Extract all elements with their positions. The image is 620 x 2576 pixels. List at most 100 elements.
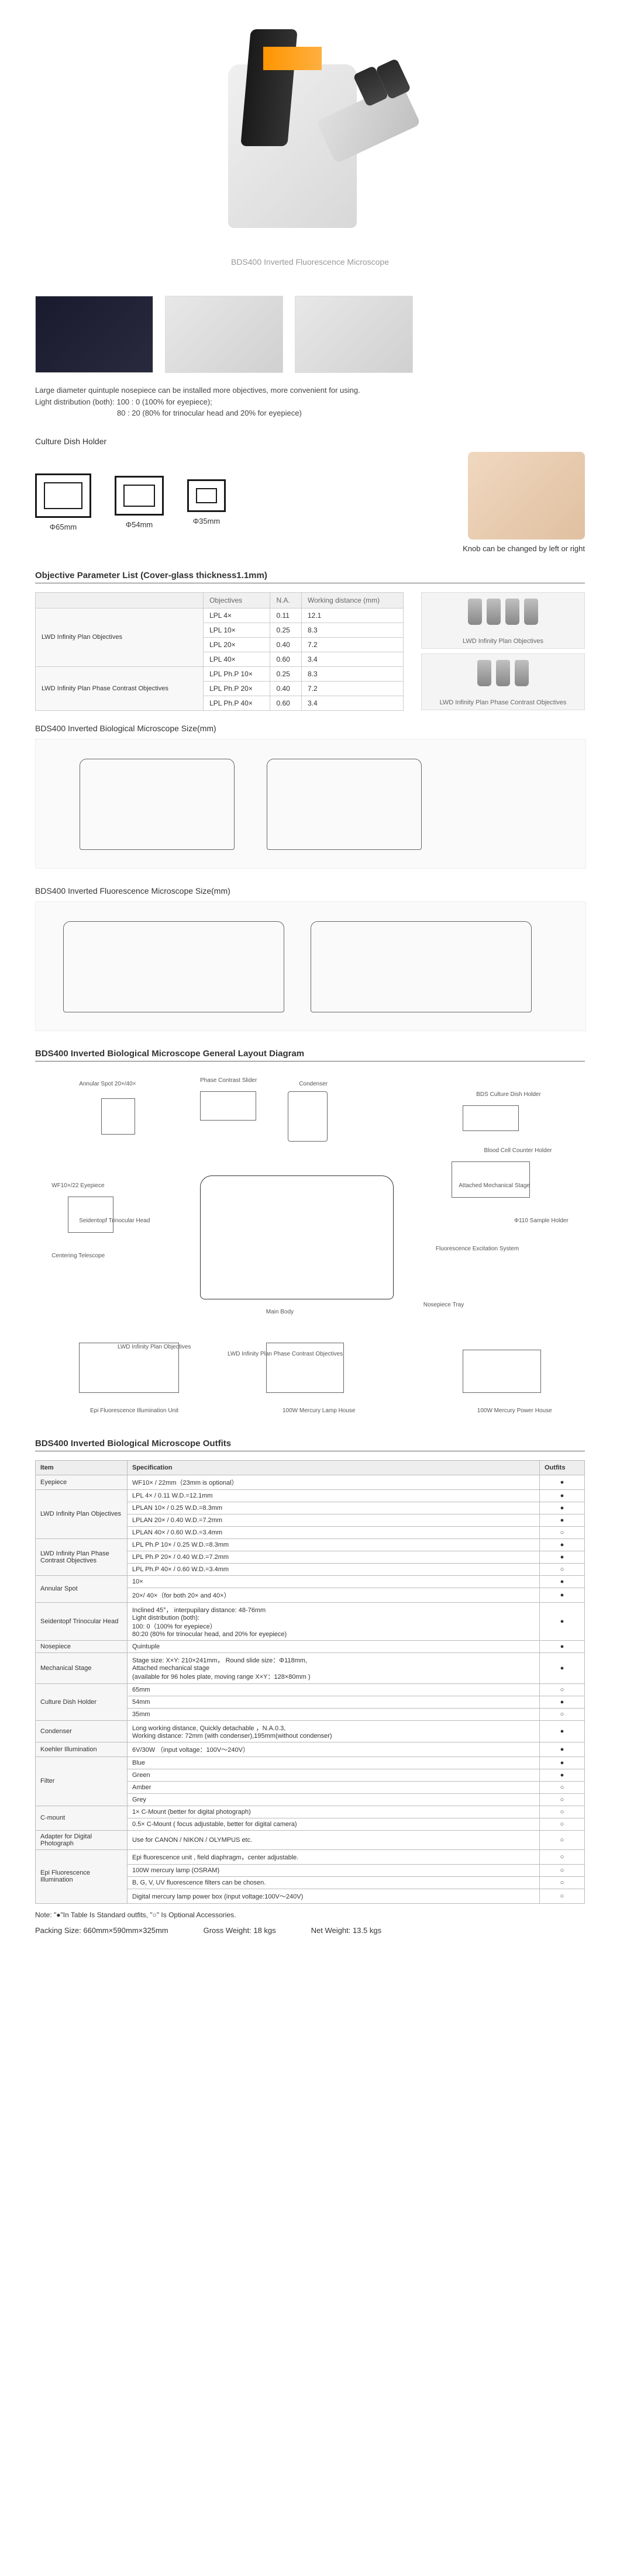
outfits-table: Item Specification Outfits EyepieceWF10×… xyxy=(35,1460,585,1904)
outfit-mark: ○ xyxy=(540,1818,585,1830)
obj-img-phase: LWD Infinity Plan Phase Contrast Objecti… xyxy=(421,653,585,710)
outfit-mark: ○ xyxy=(540,1781,585,1793)
outfit-item: C-mount xyxy=(36,1806,128,1830)
knob-text: Knob can be changed by left or right xyxy=(463,544,585,553)
outfit-spec: LPLAN 40× / 0.60 W.D.=3.4mm xyxy=(128,1526,540,1538)
outfit-spec: Stage size: X×Y: 210×241mm， Round slide … xyxy=(128,1652,540,1683)
outfit-spec: LPLAN 10× / 0.25 W.D.=8.3mm xyxy=(128,1502,540,1514)
outfits-note: Note: "●"In Table Is Standard outfits, "… xyxy=(35,1911,585,1919)
outfits-title: BDS400 Inverted Biological Microscope Ou… xyxy=(35,1439,585,1451)
footer-specs: Packing Size: 660mm×590mm×325mm Gross We… xyxy=(35,1926,585,1935)
outfit-mark: ● xyxy=(540,1720,585,1742)
outfit-spec: Amber xyxy=(128,1781,540,1793)
outfit-mark: ○ xyxy=(540,1708,585,1720)
outfit-mark: ● xyxy=(540,1769,585,1781)
outfit-mark: ○ xyxy=(540,1806,585,1818)
outfit-mark: ● xyxy=(540,1640,585,1652)
outfit-mark: ● xyxy=(540,1602,585,1640)
outfit-item: Annular Spot xyxy=(36,1575,128,1602)
dish-holders: Φ65mm Φ54mm Φ35mm xyxy=(35,473,226,531)
outfit-spec: 1× C-Mount (better for digital photograp… xyxy=(128,1806,540,1818)
outfit-mark: ● xyxy=(540,1756,585,1769)
outfit-spec: Long working distance, Quickly detachabl… xyxy=(128,1720,540,1742)
outfit-spec: Digital mercury lamp power box (input vo… xyxy=(128,1889,540,1903)
outfit-mark: ○ xyxy=(540,1830,585,1849)
outfit-item: Koehler Illumination xyxy=(36,1742,128,1756)
outfit-spec: Epi fluorescence unit , field diaphragm，… xyxy=(128,1849,540,1864)
outfit-mark: ● xyxy=(540,1502,585,1514)
outfit-mark: ● xyxy=(540,1551,585,1563)
outfit-spec: LPL 4× / 0.11 W.D.=12.1mm xyxy=(128,1489,540,1502)
outfit-mark: ● xyxy=(540,1575,585,1588)
outfit-mark: ○ xyxy=(540,1683,585,1696)
outfit-spec: B, G, V, UV fluorescence filters can be … xyxy=(128,1876,540,1889)
outfit-mark: ○ xyxy=(540,1864,585,1876)
outfit-mark: ○ xyxy=(540,1563,585,1575)
outfit-spec: LPLAN 20× / 0.40 W.D.=7.2mm xyxy=(128,1514,540,1526)
outfit-mark: ○ xyxy=(540,1793,585,1806)
outfit-spec: LPL Ph.P 20× / 0.40 W.D.=7.2mm xyxy=(128,1551,540,1563)
outfit-mark: ● xyxy=(540,1475,585,1489)
outfit-spec: LPL Ph.P 40× / 0.60 W.D.=3.4mm xyxy=(128,1563,540,1575)
outfit-spec: 35mm xyxy=(128,1708,540,1720)
holder-35: Φ35mm xyxy=(187,479,226,525)
outfit-spec: Blue xyxy=(128,1756,540,1769)
hero-caption: BDS400 Inverted Fluorescence Microscope xyxy=(35,257,585,267)
outfit-mark: ● xyxy=(540,1696,585,1708)
holder-65: Φ65mm xyxy=(35,473,91,531)
outfit-item: Adapter for Digital Photograph xyxy=(36,1830,128,1849)
outfit-mark: ● xyxy=(540,1538,585,1551)
outfit-item: LWD Infinity Plan Phase Contrast Objecti… xyxy=(36,1538,128,1575)
outfit-spec: 0.5× C-Mount ( focus adjustable, better … xyxy=(128,1818,540,1830)
thumbnail-row xyxy=(35,296,585,373)
main-product-image xyxy=(193,29,427,251)
outfit-mark: ● xyxy=(540,1588,585,1602)
thumb-nosepiece xyxy=(35,296,153,373)
outfit-item: Nosepiece xyxy=(36,1640,128,1652)
hero-section: BDS400 Inverted Fluorescence Microscope xyxy=(35,12,585,284)
bio-size-diagram xyxy=(35,739,586,869)
holder-54: Φ54mm xyxy=(115,476,164,529)
thumb-directional xyxy=(165,296,283,373)
outfit-item: LWD Infinity Plan Objectives xyxy=(36,1489,128,1538)
outfit-mark: ● xyxy=(540,1514,585,1526)
outfit-spec: 20×/ 40×（for both 20× and 40×） xyxy=(128,1588,540,1602)
outfit-item: Condenser xyxy=(36,1720,128,1742)
outfit-spec: Inclined 45°， interpupilary distance: 48… xyxy=(128,1602,540,1640)
outfit-spec: WF10× / 22mm（23mm is optional） xyxy=(128,1475,540,1489)
outfit-spec: 6V/30W （input voltage：100V～240V） xyxy=(128,1742,540,1756)
layout-diagram: Annular Spot 20×/40× Phase Contrast Slid… xyxy=(35,1070,585,1421)
outfit-item: Epi Fluorescence Illumination xyxy=(36,1849,128,1903)
outfit-spec: 54mm xyxy=(128,1696,540,1708)
outfit-mark: ○ xyxy=(540,1876,585,1889)
fluor-size-title: BDS400 Inverted Fluorescence Microscope … xyxy=(35,886,585,895)
outfit-spec: 10× xyxy=(128,1575,540,1588)
layout-title: BDS400 Inverted Biological Microscope Ge… xyxy=(35,1049,585,1061)
outfit-spec: Quintuple xyxy=(128,1640,540,1652)
knob-image xyxy=(468,452,585,540)
outfit-item: Filter xyxy=(36,1756,128,1806)
dish-holder-title: Culture Dish Holder xyxy=(35,437,585,446)
outfit-mark: ● xyxy=(540,1742,585,1756)
outfit-spec: LPL Ph.P 10× / 0.25 W.D.=8.3mm xyxy=(128,1538,540,1551)
outfit-item: Seidentopf Trinocular Head xyxy=(36,1602,128,1640)
thumb-head xyxy=(295,296,413,373)
outfit-mark: ○ xyxy=(540,1849,585,1864)
outfit-spec: 65mm xyxy=(128,1683,540,1696)
outfit-mark: ● xyxy=(540,1489,585,1502)
outfit-item: Eyepiece xyxy=(36,1475,128,1489)
obj-img-plan: LWD Infinity Plan Objectives xyxy=(421,592,585,649)
outfit-mark: ○ xyxy=(540,1889,585,1903)
objective-params-table: Objectives N.A. Working distance (mm) LW… xyxy=(35,592,404,711)
outfit-spec: Grey xyxy=(128,1793,540,1806)
outfit-spec: 100W mercury lamp (OSRAM) xyxy=(128,1864,540,1876)
fluor-size-diagram xyxy=(35,901,586,1031)
description-text: Large diameter quintuple nosepiece can b… xyxy=(35,385,585,419)
bio-size-title: BDS400 Inverted Biological Microscope Si… xyxy=(35,724,585,733)
outfit-item: Mechanical Stage xyxy=(36,1652,128,1683)
outfit-item: Culture Dish Holder xyxy=(36,1683,128,1720)
obj-params-title: Objective Parameter List (Cover-glass th… xyxy=(35,570,585,583)
outfit-mark: ○ xyxy=(540,1526,585,1538)
outfit-spec: Green xyxy=(128,1769,540,1781)
outfit-spec: Use for CANON / NIKON / OLYMPUS etc. xyxy=(128,1830,540,1849)
